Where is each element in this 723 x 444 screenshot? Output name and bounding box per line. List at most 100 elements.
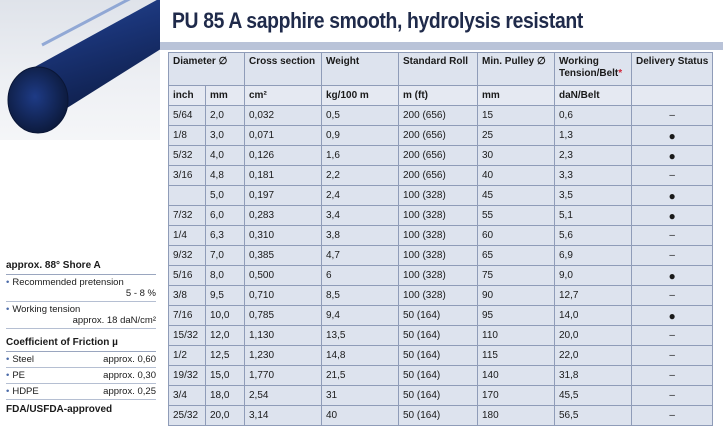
cell-mm: 4,8 <box>205 165 245 186</box>
table-row: 5,0 0,197 2,4 100 (328) 45 3,5 ● <box>168 185 714 206</box>
cell-cross-section: 0,181 <box>244 165 322 186</box>
cell-standard-roll: 50 (164) <box>398 305 478 326</box>
table-row: 3/4 18,0 2,54 31 50 (164) 170 45,5– <box>168 385 714 406</box>
cell-inch: 9/32 <box>168 245 206 266</box>
cell-weight: 2,4 <box>321 185 399 206</box>
cell-working-tension: 3,3 <box>554 165 632 186</box>
cell-standard-roll: 50 (164) <box>398 405 478 426</box>
cell-delivery-status: – <box>630 405 714 426</box>
cell-inch: 5/64 <box>168 105 206 126</box>
cell-mm: 3,0 <box>205 125 245 146</box>
cell-standard-roll: 50 (164) <box>398 345 478 366</box>
cell-min-pulley: 65 <box>477 245 555 266</box>
product-image <box>0 0 160 140</box>
table-row: 9/32 7,0 0,385 4,7 100 (328) 65 6,9– <box>168 245 714 266</box>
table-row: 5/64 2,0 0,032 0,5 200 (656) 15 0,6– <box>168 105 714 126</box>
cell-min-pulley: 110 <box>477 325 555 346</box>
cell-delivery-status: – <box>630 365 714 386</box>
cell-inch: 7/16 <box>168 305 206 326</box>
cell-weight: 0,5 <box>321 105 399 126</box>
cell-standard-roll: 200 (656) <box>398 165 478 186</box>
cell-standard-roll: 100 (328) <box>398 225 478 246</box>
cell-standard-roll: 50 (164) <box>398 385 478 406</box>
cell-cross-section: 0,032 <box>244 105 322 126</box>
cell-working-tension: 5,1 <box>554 205 632 226</box>
cell-mm: 12,0 <box>205 325 245 346</box>
cell-standard-roll: 100 (328) <box>398 185 478 206</box>
table-row: 19/32 15,0 1,770 21,5 50 (164) 140 31,8– <box>168 365 714 386</box>
cell-min-pulley: 90 <box>477 285 555 306</box>
cell-min-pulley: 55 <box>477 205 555 226</box>
cell-cross-section: 0,385 <box>244 245 322 266</box>
specification-table: Diameter ∅ Cross section Weight Standard… <box>168 52 714 426</box>
header-delivery-status: Delivery Status <box>630 52 714 86</box>
table-row: 5/32 4,0 0,126 1,6 200 (656) 30 2,3 ● <box>168 145 714 166</box>
cell-weight: 21,5 <box>321 365 399 386</box>
cell-inch: 5/16 <box>168 265 206 286</box>
cell-working-tension: 0,6 <box>554 105 632 126</box>
header-min-pulley: Min. Pulley ∅ <box>477 52 555 86</box>
friction-hdpe: • HDPE approx. 0,25 <box>6 384 156 400</box>
cell-mm: 2,0 <box>205 105 245 126</box>
table-row: 25/32 20,0 3,14 40 50 (164) 180 56,5– <box>168 405 714 426</box>
unit-pulley: mm <box>477 85 555 106</box>
bullet-icon: • <box>6 304 10 315</box>
title-bar: PU 85 A sapphire smooth, hydrolysis resi… <box>160 0 723 42</box>
cell-working-tension: 20,0 <box>554 325 632 346</box>
cell-inch: 1/4 <box>168 225 206 246</box>
unit-weight: kg/100 m <box>321 85 399 106</box>
unit-inch: inch <box>168 85 206 106</box>
cell-mm: 10,0 <box>205 305 245 326</box>
cell-delivery-status: – <box>630 105 714 126</box>
unit-roll: m (ft) <box>398 85 478 106</box>
cell-working-tension: 45,5 <box>554 385 632 406</box>
cell-cross-section: 0,197 <box>244 185 322 206</box>
cell-weight: 31 <box>321 385 399 406</box>
cell-cross-section: 0,310 <box>244 225 322 246</box>
cell-cross-section: 0,710 <box>244 285 322 306</box>
cell-min-pulley: 75 <box>477 265 555 286</box>
unit-mm: mm <box>205 85 245 106</box>
round-belt-illustration <box>7 0 160 134</box>
cell-standard-roll: 200 (656) <box>398 125 478 146</box>
cell-inch: 1/8 <box>168 125 206 146</box>
cell-weight: 4,7 <box>321 245 399 266</box>
unit-status <box>630 85 714 106</box>
cell-weight: 40 <box>321 405 399 426</box>
unit-cross-section: cm² <box>244 85 322 106</box>
cell-min-pulley: 15 <box>477 105 555 126</box>
cell-min-pulley: 60 <box>477 225 555 246</box>
cell-standard-roll: 200 (656) <box>398 145 478 166</box>
cell-working-tension: 2,3 <box>554 145 632 166</box>
left-panel: approx. 88° Shore A • Recommended pretens… <box>0 0 160 444</box>
table-row: 3/16 4,8 0,181 2,2 200 (656) 40 3,3– <box>168 165 714 186</box>
cell-working-tension: 14,0 <box>554 305 632 326</box>
bullet-icon: • <box>6 354 10 365</box>
cell-standard-roll: 50 (164) <box>398 365 478 386</box>
cell-mm: 5,0 <box>205 185 245 206</box>
cell-inch: 25/32 <box>168 405 206 426</box>
working-tension-item: • Working tension approx. 18 daN/cm² <box>6 302 156 329</box>
table-row: 7/16 10,0 0,785 9,4 50 (164) 95 14,0 ● <box>168 305 714 326</box>
cell-min-pulley: 40 <box>477 165 555 186</box>
cell-working-tension: 31,8 <box>554 365 632 386</box>
cell-mm: 4,0 <box>205 145 245 166</box>
cell-weight: 1,6 <box>321 145 399 166</box>
bullet-icon: • <box>6 370 10 381</box>
properties-panel: approx. 88° Shore A • Recommended pretens… <box>6 258 156 418</box>
cell-working-tension: 1,3 <box>554 125 632 146</box>
cell-standard-roll: 100 (328) <box>398 205 478 226</box>
cell-cross-section: 1,230 <box>244 345 322 366</box>
cell-weight: 8,5 <box>321 285 399 306</box>
cell-mm: 9,5 <box>205 285 245 306</box>
cell-delivery-status: ● <box>630 305 714 326</box>
cell-working-tension: 5,6 <box>554 225 632 246</box>
cell-cross-section: 0,071 <box>244 125 322 146</box>
cell-inch: 3/4 <box>168 385 206 406</box>
cell-standard-roll: 50 (164) <box>398 325 478 346</box>
cell-weight: 13,5 <box>321 325 399 346</box>
cell-min-pulley: 45 <box>477 185 555 206</box>
cell-min-pulley: 180 <box>477 405 555 426</box>
approval-note: FDA/USFDA-approved <box>6 404 113 415</box>
cell-delivery-status: – <box>630 325 714 346</box>
